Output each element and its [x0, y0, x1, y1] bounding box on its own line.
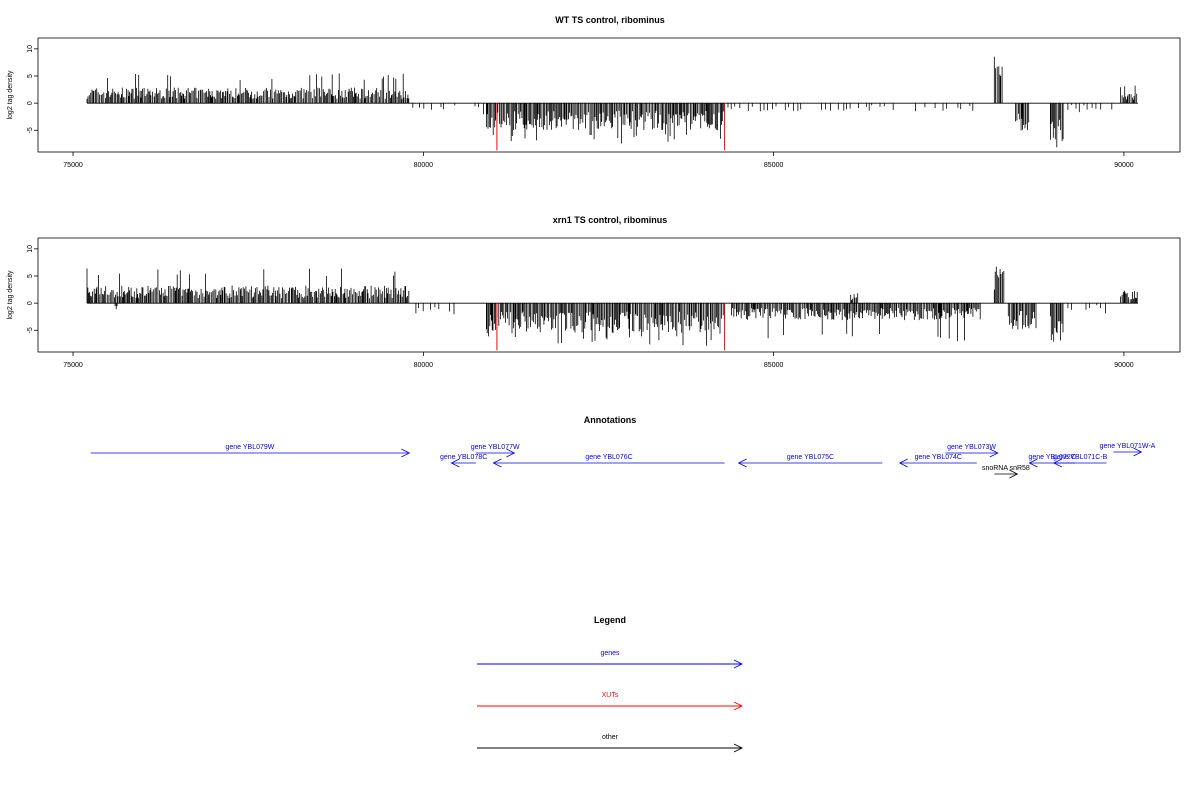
annotation-feature: gene YBL073W: [945, 444, 999, 458]
annotation-label: gene YBL075C: [787, 454, 834, 461]
legend-item: other: [477, 734, 744, 753]
wt-x-tick-label: 75000: [63, 162, 83, 169]
annotation-arrowhead: [1009, 469, 1019, 479]
annotation-arrowhead: [989, 448, 999, 458]
annotation-arrowhead: [450, 458, 460, 468]
annotation-arrowhead: [401, 448, 411, 458]
wt-axes: -5 0 5 10 75000 80000 85000 90000: [27, 45, 1138, 169]
xrn1-plus-strand-bar: [850, 293, 859, 304]
wt-plus-strand-bar: [86, 73, 410, 104]
wt-x-tick-label: 80000: [414, 162, 434, 169]
annotation-feature: gene YBL078C: [440, 454, 487, 468]
annotation-label: gene YBL073W: [947, 444, 996, 451]
legend-arrowhead: [733, 659, 744, 669]
wt-y-tick-label: 10: [27, 45, 34, 53]
xrn1-y-axis-label: log2 tag density: [7, 270, 14, 320]
annotation-feature: gene YBL079W: [90, 444, 411, 458]
xrn1-plot-frame: [37, 237, 1181, 353]
legend-arrowhead: [733, 743, 744, 753]
legend-title: Legend: [594, 615, 626, 625]
annotation-arrowhead: [492, 458, 502, 468]
xrn1-y-tick-label: 5: [27, 274, 34, 278]
wt-minus-strand-bar: [1067, 103, 1113, 113]
wt-y-tick-label: -5: [27, 127, 34, 133]
legend-arrowhead: [733, 701, 744, 711]
legend-item-label: genes: [600, 650, 620, 657]
wt-minus-strand-bar: [1015, 103, 1030, 131]
annotation-arrowhead: [506, 448, 516, 458]
annotation-arrowhead: [1028, 458, 1038, 468]
annotation-label: gene YBL071W-A: [1100, 443, 1156, 450]
xrn1-y-tick-label: -5: [27, 327, 34, 333]
legend-panel: Legend genes XUTs other: [477, 615, 744, 753]
wt-x-tick-label: 85000: [764, 162, 784, 169]
annotation-label: snoRNA snR58: [982, 465, 1030, 472]
xrn1-minus-strand-bar: [1067, 303, 1106, 314]
annotation-feature: gene YBL076C: [492, 454, 725, 468]
wt-minus-strand-bar: [412, 103, 488, 115]
annotation-label: gene YBL072C: [1028, 454, 1075, 461]
legend-item-label: other: [602, 734, 619, 741]
wt-y-axis-label: log2 tag density: [7, 70, 14, 120]
annotation-label: gene YBL078C: [440, 454, 487, 461]
annotation-label: gene YBL071C-B: [1053, 454, 1108, 461]
xrn1-x-tick-label: 75000: [63, 362, 83, 369]
annotation-feature: gene YBL074C: [898, 454, 977, 468]
annotation-arrowhead: [898, 458, 908, 468]
wt-x-tick-label: 90000: [1114, 162, 1134, 169]
xrn1-minus-strand-bar: [1050, 303, 1064, 342]
annotation-label: gene YBL079W: [225, 444, 274, 451]
wt-minus-strand-bar: [724, 103, 974, 112]
wt-plot-frame: [37, 37, 1181, 153]
annotation-arrowhead: [1133, 447, 1143, 457]
annotation-feature: snoRNA snR58: [982, 465, 1030, 479]
wt-plus-strand-bar: [993, 56, 1003, 104]
xrn1-plus-strand-bar: [1120, 290, 1138, 304]
wt-track-title: WT TS control, ribominus: [555, 15, 665, 25]
annotation-label: gene YBL074C: [915, 454, 962, 461]
annotation-label: gene YBL076C: [585, 454, 632, 461]
xrn1-track-panel: xrn1 TS control, ribominus log2 tag dens…: [7, 215, 1181, 369]
xrn1-minus-strand-bar: [486, 303, 725, 346]
annotations-title: Annotations: [584, 415, 637, 425]
annotation-feature: gene YBL075C: [737, 454, 883, 468]
xrn1-minus-strand-bar: [415, 303, 455, 315]
annotation-feature: gene YBL071C-B: [1052, 454, 1108, 468]
xrn1-coverage-bars: [86, 266, 1138, 346]
annotation-feature: gene YBL071W-A: [1100, 443, 1156, 457]
wt-y-tick-label: 0: [27, 101, 34, 105]
wt-minus-strand-bar: [1050, 103, 1064, 148]
xrn1-plus-strand-bar: [993, 266, 1005, 304]
xrn1-y-tick-label: 10: [27, 245, 34, 253]
legend-item: XUTs: [477, 692, 744, 711]
xrn1-minus-strand-bar: [1007, 303, 1037, 330]
xrn1-axes: -5 0 5 10 75000 80000 85000 90000: [27, 245, 1138, 369]
xrn1-track-title: xrn1 TS control, ribominus: [553, 215, 668, 225]
wt-y-tick-label: 5: [27, 74, 34, 78]
xrn1-x-tick-label: 80000: [414, 362, 434, 369]
legend-item-label: XUTs: [602, 692, 619, 699]
annotation-arrowhead: [737, 458, 747, 468]
annotation-arrowhead: [1052, 458, 1063, 468]
xrn1-x-tick-label: 85000: [764, 362, 784, 369]
wt-coverage-bars: [86, 56, 1138, 148]
legend-item: genes: [477, 650, 744, 669]
wt-track-panel: WT TS control, ribominus log2 tag densit…: [7, 15, 1181, 169]
legend-items: genes XUTs other: [477, 650, 744, 753]
xrn1-x-tick-label: 90000: [1114, 362, 1134, 369]
xrn1-plus-strand-bar: [86, 268, 410, 304]
wt-plus-strand-bar: [1120, 85, 1138, 104]
xrn1-minus-strand-bar: [731, 303, 981, 342]
annotation-feature: gene YBL077W: [471, 444, 520, 458]
wt-minus-strand-bar: [486, 103, 724, 144]
annotation-features: gene YBL079W gene YBL078C gene YBL077W gene…: [90, 443, 1156, 479]
xrn1-y-tick-label: 0: [27, 301, 34, 305]
annotation-label: gene YBL077W: [471, 444, 520, 451]
xrn1-minus-strand-bar: [114, 303, 118, 310]
